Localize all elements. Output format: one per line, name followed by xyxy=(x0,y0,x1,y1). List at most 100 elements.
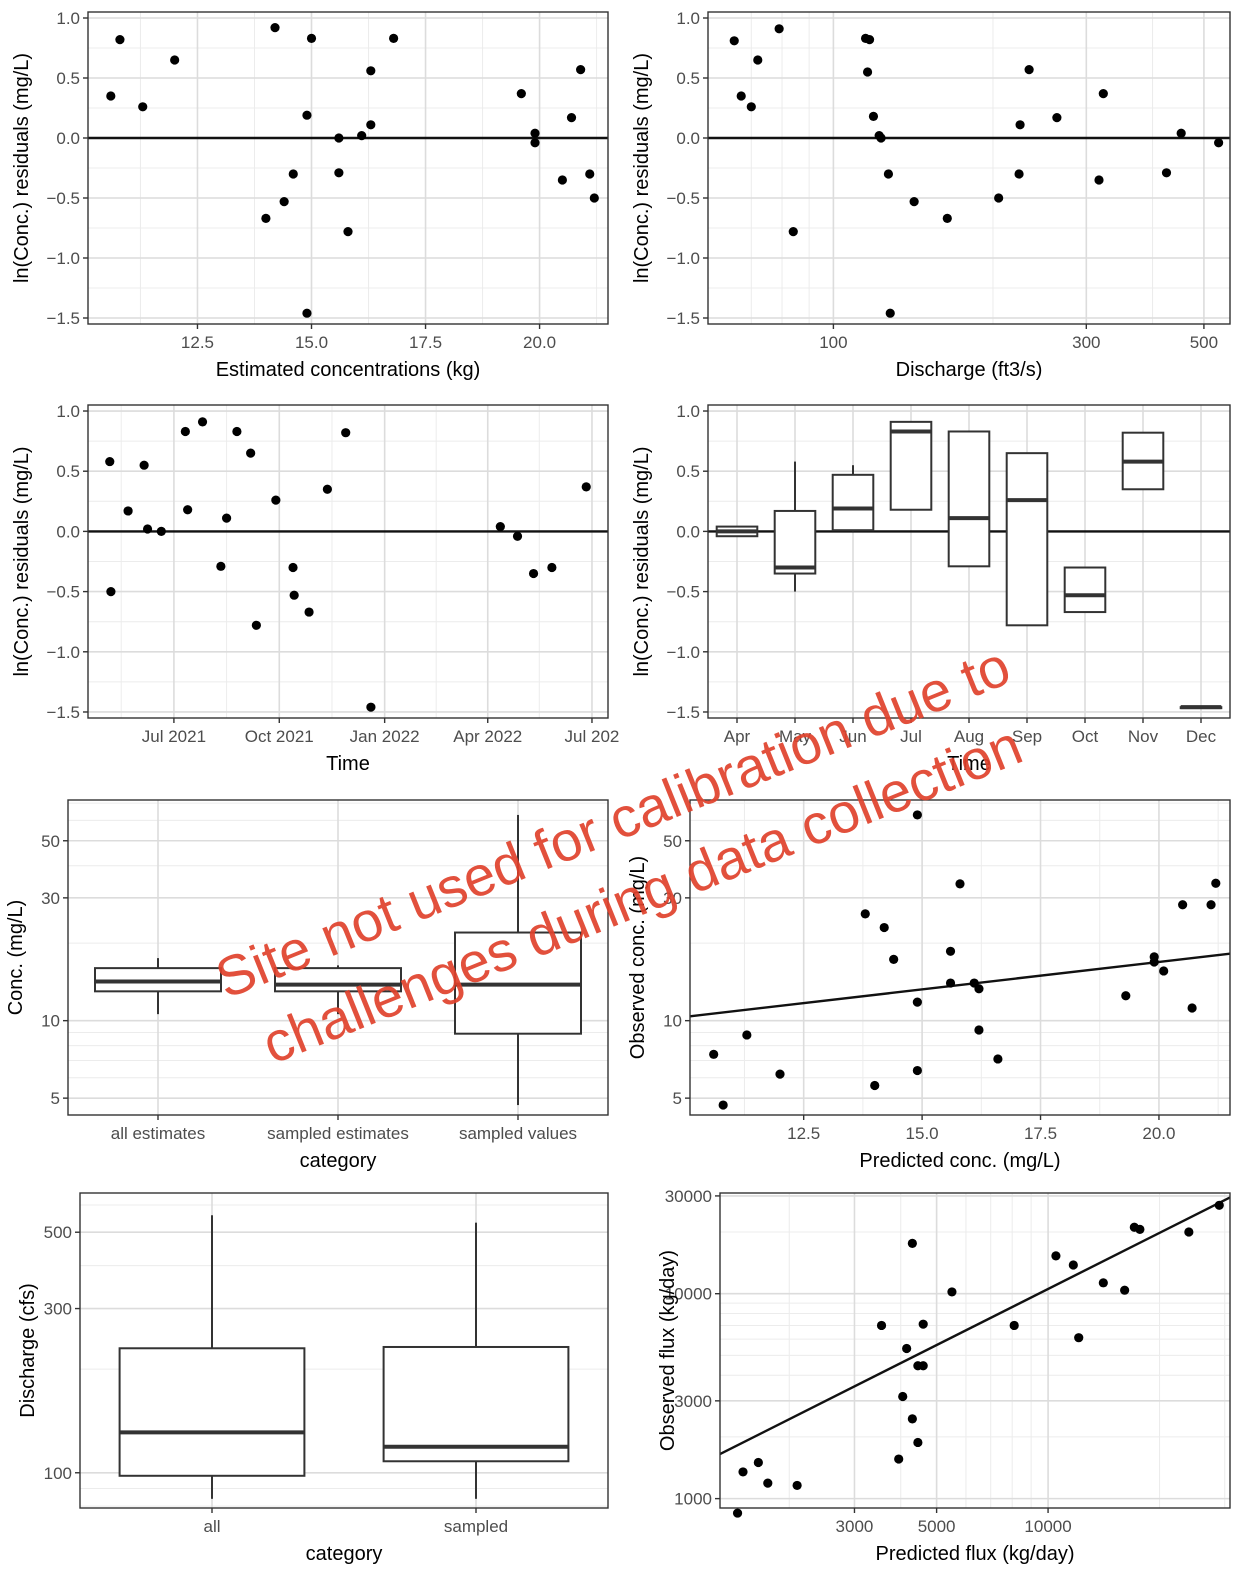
box-all-estimates xyxy=(94,958,222,1015)
y-tick-label: 0.5 xyxy=(56,69,80,88)
x-axis-title: Time xyxy=(326,753,370,775)
data-point xyxy=(1159,966,1169,976)
data-point xyxy=(732,1508,743,1518)
data-point xyxy=(389,33,399,44)
data-point xyxy=(913,1437,923,1448)
box-dec xyxy=(1179,705,1223,710)
panel-border xyxy=(87,404,609,719)
y-tick-label: 10 xyxy=(663,1012,682,1031)
y-axis-title: Observed conc. (mg/L) xyxy=(627,856,649,1059)
x-tick-label: 5000 xyxy=(918,1517,956,1536)
data-point xyxy=(974,984,984,994)
data-point xyxy=(912,997,922,1007)
data-point xyxy=(232,426,242,437)
data-point xyxy=(306,33,317,44)
data-point xyxy=(1178,900,1188,910)
x-axis-title: Time xyxy=(947,753,991,775)
box-all xyxy=(118,1215,306,1499)
data-point xyxy=(1161,168,1172,178)
data-point xyxy=(279,197,289,207)
panel-p1: −1.5 −1.0 −0.5 0.0 0.5 1.0 12.5 15.0 17.5 20.0 Est… xyxy=(11,9,609,381)
data-point xyxy=(907,1238,917,1248)
x-tick-label: Dec xyxy=(1186,727,1217,746)
data-point xyxy=(115,35,125,45)
data-point xyxy=(955,879,965,889)
data-point xyxy=(1024,65,1034,75)
panel-border xyxy=(689,799,1231,1116)
panel-border xyxy=(707,11,1231,325)
y-tick-label: 3000 xyxy=(674,1392,712,1411)
data-point xyxy=(738,1467,748,1477)
data-point xyxy=(516,89,526,99)
data-point xyxy=(909,197,919,207)
panel-p4: −1.5 −1.0 −0.5 0.0 0.5 1.0 Apr May Jun Jul Aug Sep O… xyxy=(631,402,1231,775)
data-point xyxy=(106,91,116,101)
data-point xyxy=(251,620,261,630)
box-jun xyxy=(831,465,875,532)
data-point xyxy=(334,133,344,143)
data-point xyxy=(1098,1278,1108,1288)
data-point xyxy=(876,133,886,143)
data-point xyxy=(343,227,353,237)
x-tick-label: May xyxy=(779,727,812,746)
data-point xyxy=(774,24,784,34)
data-point xyxy=(530,138,540,148)
data-point xyxy=(870,1080,880,1091)
data-point xyxy=(581,482,591,492)
y-tick-label: 1.0 xyxy=(56,9,80,28)
x-tick-label: 20.0 xyxy=(523,333,556,352)
y-tick-label: −1.0 xyxy=(46,249,80,268)
y-tick-label: −1.5 xyxy=(46,703,80,722)
data-point xyxy=(883,169,894,179)
x-tick-label: sampled estimates xyxy=(267,1124,409,1143)
x-tick-label: Aug xyxy=(954,727,984,746)
data-point xyxy=(261,213,271,223)
data-point xyxy=(105,456,115,467)
y-tick-label: 10000 xyxy=(665,1285,712,1304)
x-tick-label: Jul 202 xyxy=(565,727,620,746)
data-point xyxy=(1214,1200,1224,1210)
data-point xyxy=(180,426,190,437)
data-point xyxy=(512,531,523,541)
data-point xyxy=(1120,1285,1130,1295)
data-point xyxy=(1052,113,1062,123)
data-point xyxy=(994,193,1004,203)
fit-line xyxy=(689,952,1231,1018)
y-tick-label: 30 xyxy=(663,889,682,908)
data-point xyxy=(1121,991,1131,1001)
data-point xyxy=(341,428,351,438)
y-tick-label: 30000 xyxy=(665,1187,712,1206)
data-point xyxy=(1009,1320,1019,1331)
data-point xyxy=(775,1069,785,1079)
data-point xyxy=(918,1319,928,1329)
data-point xyxy=(270,23,280,33)
data-point xyxy=(947,1287,957,1297)
box-iqr xyxy=(118,1347,306,1477)
x-tick-label: all estimates xyxy=(111,1124,205,1143)
data-point xyxy=(530,128,540,138)
data-point xyxy=(792,1480,802,1491)
data-point xyxy=(1094,175,1104,185)
data-point xyxy=(945,978,956,988)
x-tick-label: 12.5 xyxy=(787,1124,820,1143)
y-tick-label: 0.0 xyxy=(56,129,80,148)
x-tick-label: Oct 2021 xyxy=(245,727,314,746)
x-tick-label: Sep xyxy=(1012,727,1042,746)
box-sep xyxy=(1005,452,1049,627)
data-point xyxy=(1184,1227,1194,1237)
data-point xyxy=(566,113,577,123)
data-point xyxy=(547,562,557,573)
x-axis-title: Discharge (ft3/s) xyxy=(896,359,1043,381)
data-point xyxy=(889,954,899,964)
box-jul xyxy=(889,420,933,511)
data-point xyxy=(1015,120,1025,130)
y-tick-label: −0.5 xyxy=(46,189,80,208)
y-tick-label: 50 xyxy=(663,832,682,851)
box-aug xyxy=(947,430,991,568)
data-point xyxy=(718,1100,728,1110)
data-point xyxy=(1135,1224,1145,1234)
panel-p7: 100 300 500 all sampled category Discharge (cf… xyxy=(17,1192,609,1565)
data-point xyxy=(271,495,281,505)
data-point xyxy=(945,946,956,956)
data-point xyxy=(302,308,312,318)
